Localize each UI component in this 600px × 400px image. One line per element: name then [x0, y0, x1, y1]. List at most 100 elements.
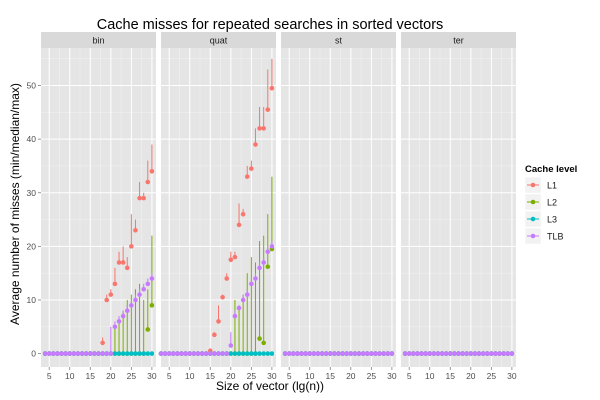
data-point	[431, 351, 437, 356]
data-point	[108, 292, 114, 297]
data-point	[100, 340, 105, 346]
data-point	[120, 313, 126, 319]
data-point	[104, 297, 110, 303]
data-point	[468, 351, 474, 356]
data-point	[249, 281, 254, 287]
legend-item-tlb: TLB	[524, 227, 564, 245]
data-point	[59, 351, 64, 356]
data-point	[67, 351, 73, 356]
data-point	[149, 169, 155, 174]
data-point	[112, 324, 118, 330]
series-st-TLB	[282, 351, 395, 356]
panel-background-ter	[401, 48, 516, 367]
data-point	[505, 351, 511, 356]
data-point	[240, 211, 246, 217]
x-tick-label: 15	[206, 371, 216, 381]
x-tick-label: 30	[267, 371, 277, 381]
panel-background-st	[281, 48, 396, 367]
panel-background-bin	[41, 48, 156, 367]
x-tick-label: 20	[226, 371, 236, 381]
facet-label-bin: bin	[92, 36, 104, 46]
data-point	[195, 351, 201, 356]
data-point	[100, 351, 105, 356]
data-point	[257, 265, 262, 271]
data-point	[261, 126, 266, 131]
data-point	[480, 351, 486, 356]
data-point	[240, 297, 246, 303]
data-point	[460, 351, 465, 356]
x-tick-label: 5	[47, 371, 52, 381]
data-point	[137, 292, 142, 297]
data-point	[145, 351, 151, 356]
y-tick-label: 40	[27, 134, 37, 144]
data-point	[319, 351, 325, 356]
data-point	[224, 276, 230, 281]
data-point	[133, 351, 138, 356]
x-tick-label: 30	[507, 371, 517, 381]
data-point	[336, 351, 341, 356]
y-tick-label: 30	[27, 188, 37, 198]
x-tick-label: 5	[287, 371, 292, 381]
legend-label-tlb: TLB	[547, 232, 564, 242]
data-point	[162, 351, 168, 356]
data-point	[282, 351, 288, 356]
y-axis-label: Average number of misses (min/median/max…	[8, 83, 22, 325]
data-point	[203, 351, 209, 356]
data-point	[501, 351, 506, 356]
data-point	[484, 351, 490, 356]
data-point	[175, 351, 180, 356]
data-point	[257, 336, 262, 341]
legend-item-l1: L1	[524, 176, 557, 194]
data-point	[295, 351, 300, 356]
data-point	[120, 260, 126, 265]
data-point	[464, 351, 470, 356]
data-point	[493, 351, 498, 356]
data-point	[406, 351, 412, 356]
x-tick-label: 10	[185, 371, 195, 381]
data-point	[42, 351, 48, 356]
data-point	[423, 351, 428, 356]
data-point	[149, 351, 155, 356]
data-point	[141, 286, 146, 292]
data-point	[191, 351, 197, 356]
panel-bin: bin 5 10 15 20 25 30 0 10 20 30 40 50	[27, 32, 157, 381]
data-point	[145, 179, 151, 185]
data-point	[377, 351, 382, 356]
data-point	[171, 351, 176, 356]
legend-item-l3: L3	[524, 210, 557, 228]
data-point	[112, 351, 118, 356]
data-point	[158, 351, 164, 356]
series-bin-TLB	[42, 273, 155, 356]
data-point	[187, 351, 193, 356]
facet-strip-quat	[161, 32, 276, 48]
facet-strip-ter	[401, 32, 516, 48]
data-point	[92, 351, 97, 356]
data-point	[261, 260, 266, 265]
x-tick-label: 10	[425, 371, 435, 381]
data-point	[332, 351, 337, 356]
data-point	[249, 166, 254, 171]
x-tick-label: 30	[147, 371, 157, 381]
y-tick-label: 0	[31, 349, 36, 359]
facet-strip-bin	[41, 32, 156, 48]
data-point	[244, 174, 250, 179]
data-point	[286, 351, 292, 356]
x-tick-label: 15	[326, 371, 336, 381]
data-point	[75, 351, 81, 356]
data-point	[240, 351, 246, 356]
x-tick-label: 25	[487, 371, 497, 381]
data-point	[216, 351, 221, 356]
chart-title: Cache misses for repeated searches in so…	[97, 17, 444, 33]
data-point	[402, 351, 408, 356]
data-point	[129, 244, 134, 249]
data-point	[120, 351, 126, 356]
panel-quat: quat 5 10 15 20 25 30	[158, 32, 277, 381]
data-point	[497, 351, 502, 356]
data-point	[439, 351, 445, 356]
data-point	[104, 351, 110, 356]
data-point	[116, 319, 122, 324]
x-tick-label: 15	[446, 371, 456, 381]
data-point	[435, 351, 441, 356]
data-point	[145, 281, 151, 287]
